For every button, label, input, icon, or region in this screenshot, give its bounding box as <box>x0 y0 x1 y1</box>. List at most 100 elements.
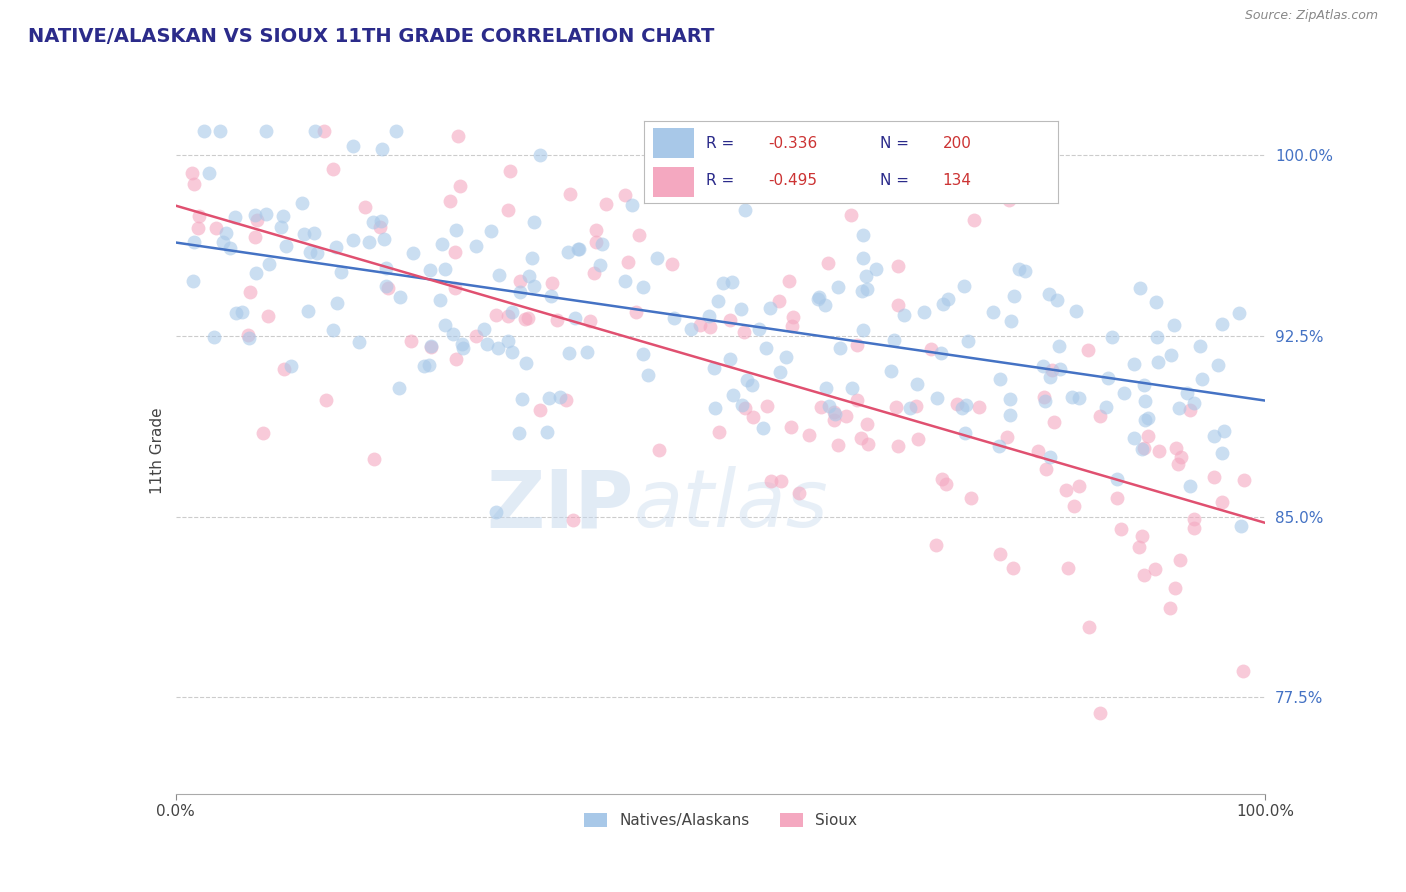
Point <box>557 244 579 259</box>
Point <box>246 213 269 227</box>
Point <box>1211 317 1233 331</box>
Point <box>412 359 434 373</box>
Point <box>1178 478 1201 492</box>
Point <box>1133 393 1156 408</box>
Point <box>575 344 598 359</box>
Point <box>742 409 765 424</box>
Point <box>823 404 845 418</box>
Point <box>1144 295 1167 310</box>
Point <box>627 228 650 243</box>
Point <box>824 407 846 421</box>
Point <box>292 227 315 241</box>
Point <box>1211 445 1233 459</box>
Point <box>856 282 879 296</box>
Point <box>797 427 820 442</box>
Text: 134: 134 <box>942 173 972 188</box>
Point <box>1229 519 1251 533</box>
Point <box>1204 429 1226 443</box>
Point <box>1147 443 1170 458</box>
Point <box>731 398 754 412</box>
Point <box>420 340 443 354</box>
Point <box>988 439 1011 453</box>
Point <box>1047 339 1070 353</box>
Point <box>782 310 804 325</box>
Point <box>449 179 471 194</box>
Point <box>342 139 364 153</box>
Point <box>851 284 873 298</box>
Point <box>342 233 364 247</box>
Point <box>817 256 839 270</box>
Point <box>305 245 328 260</box>
Point <box>238 285 260 299</box>
Point <box>465 239 488 253</box>
Point <box>419 263 441 277</box>
Point <box>925 538 948 552</box>
Point <box>1128 541 1150 555</box>
Point <box>893 308 915 322</box>
Point <box>1069 479 1091 493</box>
Point <box>447 128 470 143</box>
Point <box>181 166 204 180</box>
Point <box>953 425 976 440</box>
Point <box>1182 396 1205 410</box>
Point <box>852 228 875 243</box>
Point <box>1232 664 1254 678</box>
Point <box>631 347 654 361</box>
Point <box>810 400 832 414</box>
Point <box>1213 424 1236 438</box>
Point <box>1014 264 1036 278</box>
Point <box>1112 386 1135 401</box>
Text: -0.336: -0.336 <box>769 136 818 151</box>
Point <box>932 297 955 311</box>
Point <box>733 326 755 340</box>
Point <box>1057 561 1080 575</box>
Point <box>1039 370 1062 384</box>
Point <box>595 197 617 211</box>
Point <box>578 314 600 328</box>
Point <box>955 398 977 412</box>
Point <box>479 224 502 238</box>
Point <box>1182 512 1205 526</box>
Point <box>865 262 887 277</box>
Point <box>582 266 605 280</box>
Text: -0.495: -0.495 <box>769 173 817 188</box>
Point <box>498 203 520 218</box>
FancyBboxPatch shape <box>652 167 695 196</box>
Point <box>496 334 519 349</box>
Text: 200: 200 <box>942 136 972 151</box>
Point <box>496 310 519 324</box>
Point <box>751 421 773 435</box>
Point <box>1000 408 1022 422</box>
Point <box>1146 355 1168 369</box>
Point <box>1137 411 1160 425</box>
Point <box>621 198 644 212</box>
Point <box>1130 529 1153 543</box>
Point <box>475 336 498 351</box>
Point <box>1167 457 1189 471</box>
Point <box>846 393 869 408</box>
Point <box>1049 362 1071 376</box>
Point <box>988 372 1011 386</box>
Point <box>585 235 607 249</box>
Point <box>807 292 830 306</box>
Point <box>1000 313 1022 327</box>
Point <box>555 393 578 408</box>
Point <box>769 475 792 489</box>
Point <box>884 400 907 414</box>
Point <box>536 425 558 439</box>
Point <box>1111 522 1133 536</box>
Point <box>418 358 440 372</box>
Point <box>1168 401 1191 416</box>
Point <box>780 420 803 434</box>
Point <box>856 437 879 451</box>
Point <box>444 280 467 294</box>
Point <box>827 438 849 452</box>
Point <box>1133 567 1156 582</box>
Point <box>1033 394 1056 409</box>
Point <box>1168 553 1191 567</box>
Point <box>444 351 467 366</box>
Point <box>1101 330 1123 344</box>
Point <box>1008 261 1031 276</box>
Point <box>617 255 640 269</box>
Point <box>517 310 540 325</box>
